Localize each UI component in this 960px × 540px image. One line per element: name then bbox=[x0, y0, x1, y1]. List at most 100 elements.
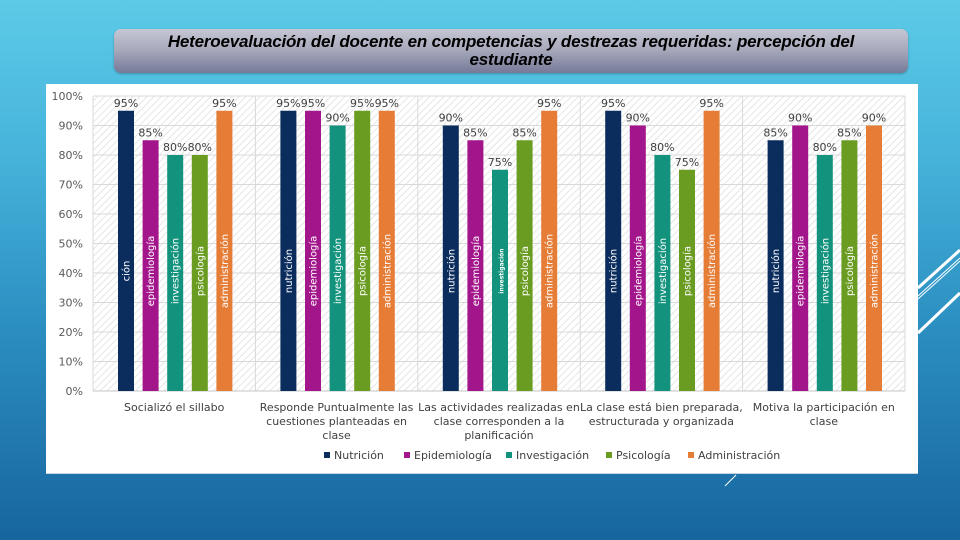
category-label: estructurada y organizada bbox=[589, 415, 734, 428]
y-tick-label: 90% bbox=[59, 120, 83, 133]
data-label: 90% bbox=[788, 112, 812, 125]
bar-inner-label: investigación bbox=[332, 238, 344, 304]
bar-epidemiología[interactable] bbox=[305, 110, 321, 391]
bar-epidemiología[interactable] bbox=[467, 140, 484, 391]
data-label: 85% bbox=[463, 126, 487, 139]
bar-administración[interactable] bbox=[541, 110, 558, 391]
y-tick-label: 30% bbox=[59, 297, 83, 310]
bar-nutrición[interactable] bbox=[605, 110, 622, 391]
bar-inner-label: investigación bbox=[819, 238, 831, 304]
bar-inner-label: epidemiología bbox=[470, 236, 482, 307]
deco-stripe bbox=[724, 474, 737, 487]
y-tick-label: 70% bbox=[59, 179, 83, 192]
bar-epidemiología[interactable] bbox=[792, 125, 809, 392]
data-label: 80% bbox=[813, 141, 837, 154]
y-tick-label: 40% bbox=[59, 267, 83, 280]
bar-inner-label: investigación bbox=[657, 238, 669, 304]
category-label: clase bbox=[322, 429, 351, 442]
bar-inner-label: epidemiología bbox=[308, 236, 320, 307]
bar-psicología[interactable] bbox=[516, 140, 533, 391]
category-label: Responde Puntualmente las bbox=[260, 401, 414, 414]
bar-inner-label: psicología bbox=[844, 246, 856, 296]
legend-label: Nutrición bbox=[334, 449, 384, 462]
y-tick-label: 100% bbox=[52, 90, 83, 103]
title-banner: Heteroevaluación del docente en competen… bbox=[114, 29, 908, 73]
deco-stripe bbox=[917, 260, 960, 300]
deco-stripe bbox=[916, 248, 960, 290]
data-label: 85% bbox=[837, 126, 861, 139]
legend-swatch-epidemiología bbox=[404, 452, 410, 458]
data-label: 85% bbox=[512, 126, 536, 139]
y-tick-label: 50% bbox=[59, 238, 83, 251]
data-label: 90% bbox=[862, 112, 886, 125]
bar-nutrición[interactable] bbox=[118, 110, 134, 391]
bar-nutrición[interactable] bbox=[767, 140, 784, 391]
y-tick-label: 0% bbox=[66, 385, 83, 398]
category-label: La clase está bien preparada, bbox=[580, 401, 743, 414]
bar-nutrición[interactable] bbox=[442, 125, 459, 392]
bar-inner-label: administración bbox=[381, 234, 393, 308]
bar-inner-label: psicología bbox=[357, 246, 369, 296]
chart-panel: 0% 10% 20% 30% 40% 50% 60% 70% 80% 90% 100% 95% ció… bbox=[46, 84, 918, 474]
y-tick-label: 10% bbox=[59, 356, 83, 369]
data-label: 85% bbox=[763, 126, 787, 139]
bar-psicología[interactable] bbox=[841, 140, 858, 391]
bar-administración[interactable] bbox=[703, 110, 720, 391]
bar-investigación[interactable] bbox=[167, 155, 184, 391]
legend-swatch-nutrición bbox=[324, 452, 330, 458]
bar-epidemiología[interactable] bbox=[142, 140, 159, 391]
category-label: clase corresponden a la bbox=[434, 415, 565, 428]
y-tick-label: 20% bbox=[59, 326, 83, 339]
bar-inner-label: epidemiología bbox=[795, 236, 807, 307]
bar-inner-label: epidemiología bbox=[632, 236, 644, 307]
category-label: Socializó el sillabo bbox=[124, 401, 225, 414]
deco-stripe bbox=[917, 257, 960, 297]
legend-swatch-administración bbox=[688, 452, 694, 458]
bar-psicología[interactable] bbox=[679, 169, 695, 391]
category-label: Las actividades realizadas en bbox=[418, 401, 580, 414]
data-label: 95% bbox=[375, 97, 399, 110]
legend-label: Administración bbox=[698, 449, 780, 462]
bar-psicología[interactable] bbox=[354, 110, 371, 391]
bar-epidemiología[interactable] bbox=[629, 125, 646, 392]
bar-investigación[interactable] bbox=[329, 125, 346, 392]
category-label: planificación bbox=[464, 429, 533, 442]
bar-investigación[interactable] bbox=[654, 155, 671, 391]
bar-inner-label: nutrición bbox=[283, 249, 295, 293]
bar-nutrición[interactable] bbox=[280, 110, 297, 391]
category-label: cuestiones planteadas en bbox=[266, 415, 407, 428]
data-label: 80% bbox=[188, 141, 212, 154]
y-tick-label: 60% bbox=[59, 208, 83, 221]
legend-swatch-investigación bbox=[506, 452, 512, 458]
legend-swatch-psicología bbox=[606, 452, 612, 458]
bar-inner-label: nutrición bbox=[608, 249, 620, 293]
data-label: 95% bbox=[212, 97, 236, 110]
data-label: 80% bbox=[163, 141, 187, 154]
bar-inner-label: nutrición bbox=[770, 249, 782, 293]
legend-label: Psicología bbox=[616, 449, 671, 462]
data-label: 95% bbox=[601, 97, 625, 110]
legend-label: Investigación bbox=[516, 449, 589, 462]
category-label: Motiva la participación en bbox=[753, 401, 895, 414]
bar-inner-label: investigación bbox=[170, 238, 182, 304]
bar-administración[interactable] bbox=[866, 125, 882, 392]
data-label: 95% bbox=[699, 97, 723, 110]
data-label: 95% bbox=[537, 97, 561, 110]
data-label: 95% bbox=[276, 97, 300, 110]
bar-inner-label: administración bbox=[706, 234, 718, 308]
data-label: 95% bbox=[114, 97, 138, 110]
bar-investigación[interactable] bbox=[492, 169, 508, 391]
bar-administración[interactable] bbox=[378, 110, 395, 391]
legend-label: Epidemiología bbox=[414, 449, 492, 462]
y-tick-label: 80% bbox=[59, 149, 83, 162]
bar-inner-label: psicología bbox=[682, 246, 694, 296]
bar-inner-label: psicología bbox=[194, 246, 206, 296]
data-label: 95% bbox=[350, 97, 374, 110]
data-label: 80% bbox=[650, 141, 674, 154]
deco-stripe bbox=[916, 291, 960, 335]
data-label: 90% bbox=[626, 112, 650, 125]
category-label: clase bbox=[810, 415, 839, 428]
bar-psicología[interactable] bbox=[191, 155, 208, 391]
bar-investigación[interactable] bbox=[816, 155, 833, 391]
bar-administración[interactable] bbox=[216, 110, 233, 391]
